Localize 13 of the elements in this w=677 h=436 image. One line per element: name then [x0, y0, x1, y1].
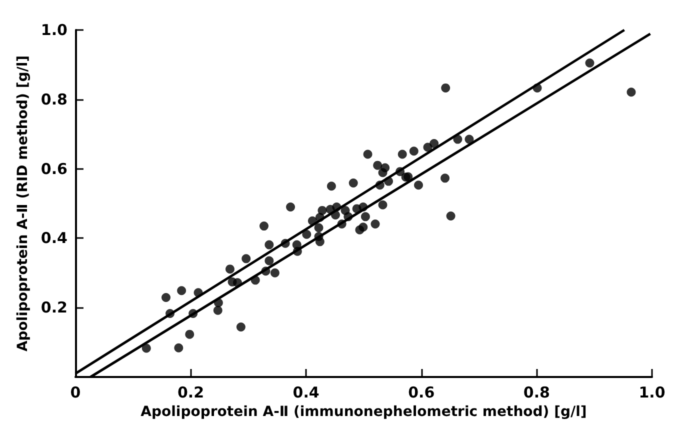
- x-tick-label: 0.4: [292, 384, 320, 402]
- x-tick-label: 0.6: [408, 384, 435, 402]
- x-axis-title: Apolipoprotein A-Ⅱ (immunonephelometric method) [g/l]: [140, 404, 587, 420]
- x-tick-label: 0.2: [177, 384, 204, 402]
- y-tick-label: 0.4: [40, 229, 68, 248]
- y-tick-label: 0.6: [40, 160, 68, 178]
- y-tick-label: 0.2: [40, 298, 68, 317]
- y-tick-label: 1.0: [40, 21, 68, 39]
- x-tick-label: 1.0: [638, 384, 666, 402]
- y-axis-title: Apolipoprotein A-Ⅱ (RID method) [g/l]: [15, 55, 31, 352]
- y-tick-label: 0.8: [40, 90, 68, 108]
- x-tick-label: 0.8: [523, 384, 550, 402]
- x-tick-label: 0: [70, 384, 81, 402]
